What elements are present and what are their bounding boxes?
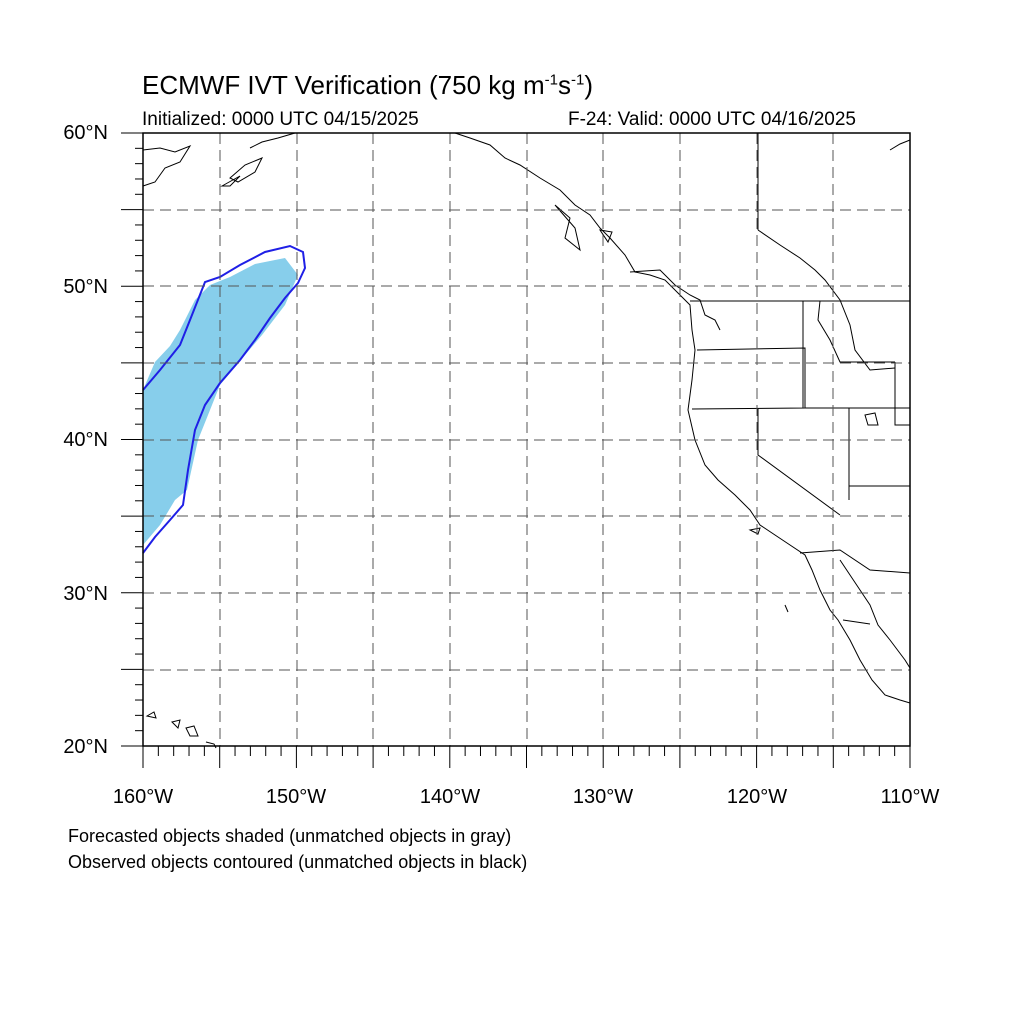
valid-time: F-24: Valid: 0000 UTC 04/16/2025 bbox=[568, 109, 856, 130]
observed-legend-note: Observed objects contoured (unmatched ob… bbox=[68, 852, 528, 872]
initialized-time: Initialized: 0000 UTC 04/15/2025 bbox=[142, 109, 419, 130]
lon-label-160w: 160°W bbox=[112, 786, 174, 808]
lon-label-150w: 150°W bbox=[265, 786, 327, 808]
map-title: ECMWF IVT Verification (750 kg m-1s-1) bbox=[142, 70, 593, 100]
lat-label-50: 50°N bbox=[63, 276, 108, 298]
lon-label-140w: 140°W bbox=[419, 786, 481, 808]
forecast-legend-note: Forecasted objects shaded (unmatched obj… bbox=[68, 826, 512, 846]
axis-ticks bbox=[121, 132, 911, 768]
lat-label-60: 60°N bbox=[63, 122, 108, 144]
lon-label-120w: 120°W bbox=[726, 786, 788, 808]
lat-label-30: 30°N bbox=[63, 583, 108, 605]
forecast-object bbox=[143, 258, 298, 545]
observed-object-contour bbox=[142, 244, 307, 554]
lon-label-110w: 110°W bbox=[880, 786, 940, 808]
graticule bbox=[143, 133, 910, 746]
lat-label-20: 20°N bbox=[63, 736, 108, 758]
political-boundaries bbox=[690, 133, 911, 625]
lon-label-130w: 130°W bbox=[572, 786, 634, 808]
lat-label-40: 40°N bbox=[63, 429, 108, 451]
